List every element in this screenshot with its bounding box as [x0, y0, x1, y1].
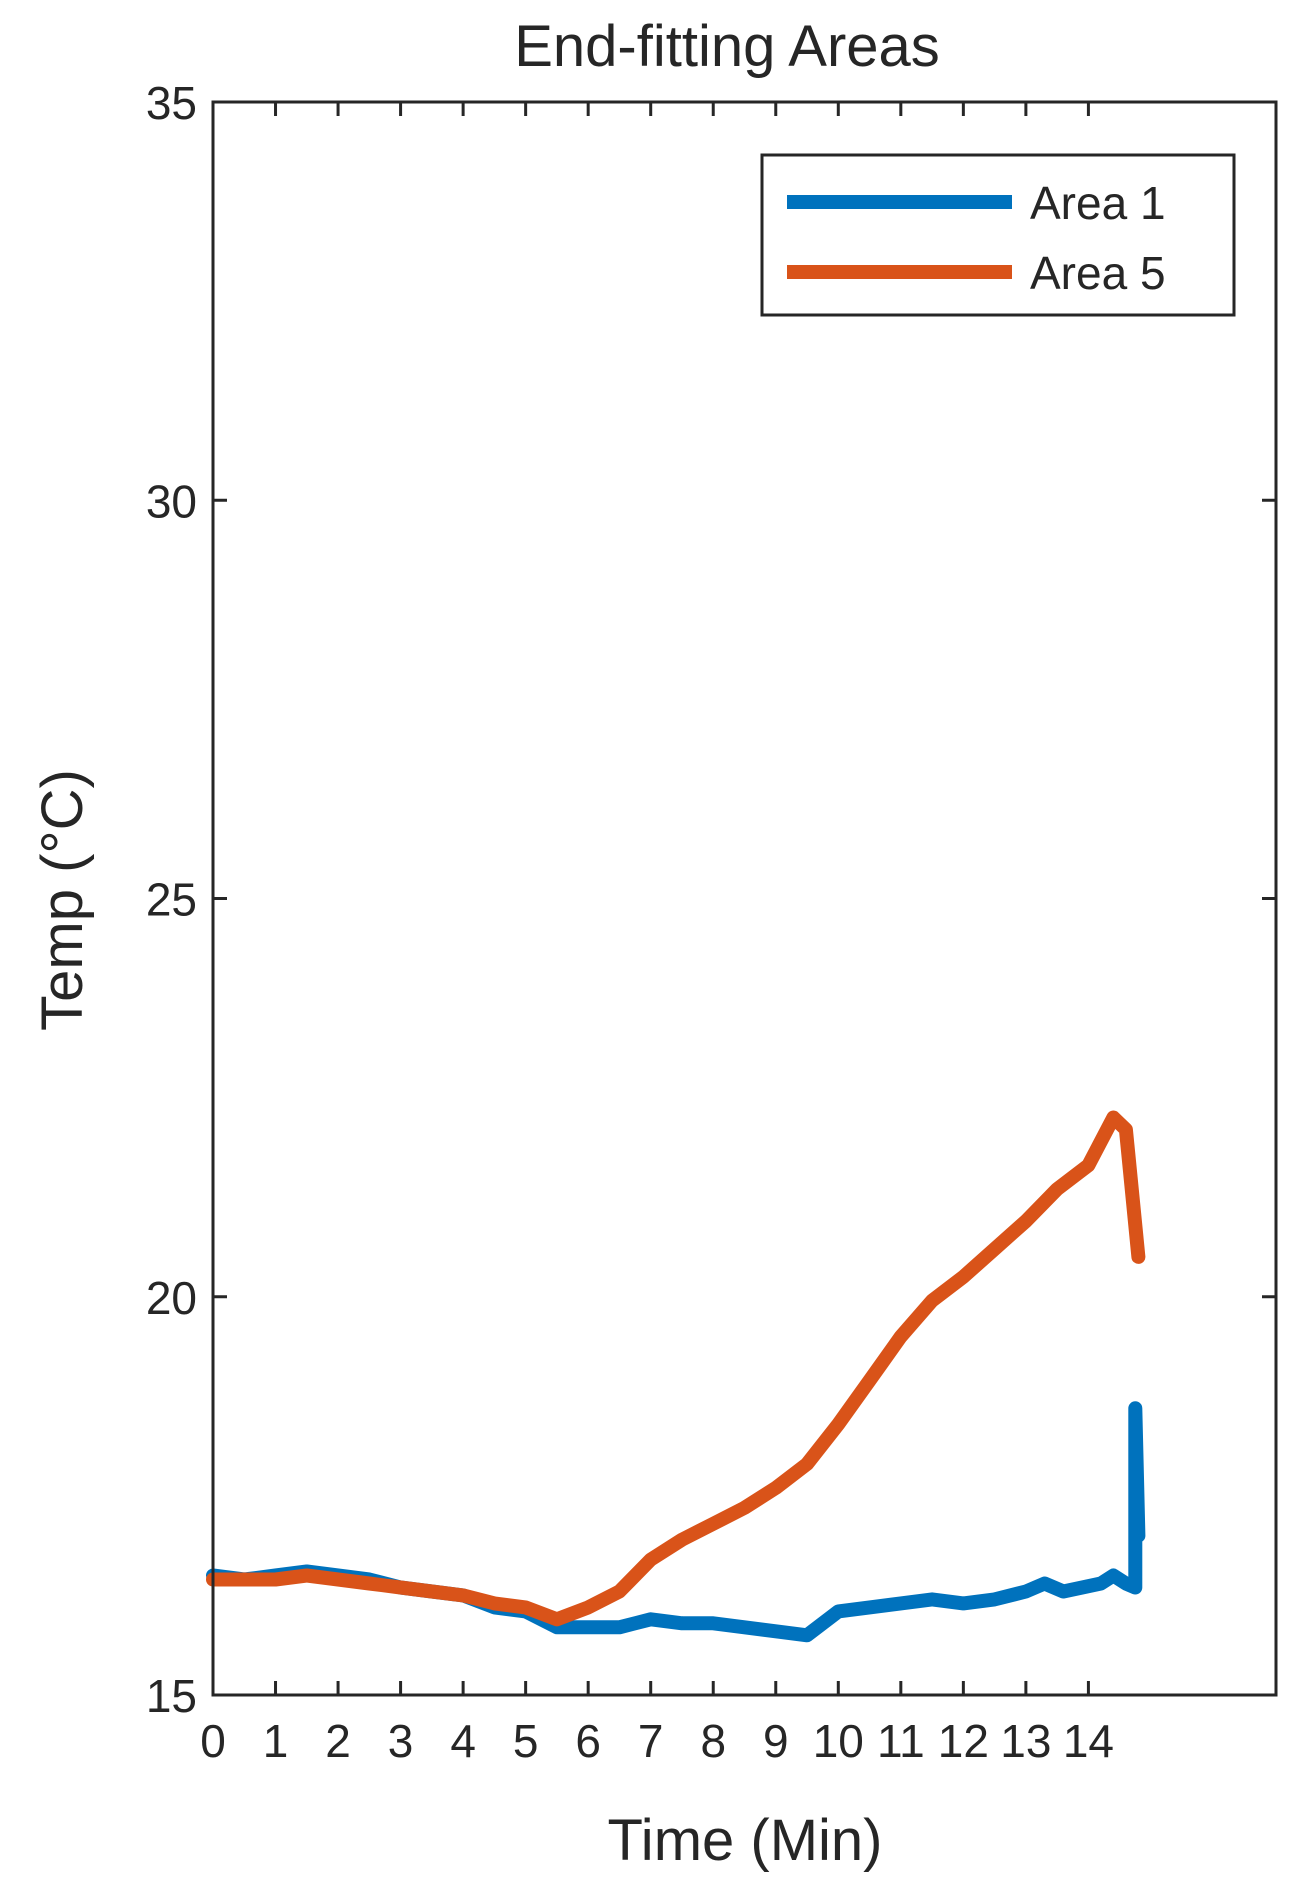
- plot-area-frame: [211, 100, 1278, 1697]
- legend-box: [760, 153, 1236, 317]
- x-tick-label: 1: [263, 1715, 289, 1767]
- x-tick-label: 7: [638, 1715, 664, 1767]
- series-line-area-1: [206, 1401, 1146, 1643]
- x-tick-label: 14: [1063, 1715, 1114, 1767]
- legend: Area 1 Area 5: [760, 153, 1236, 317]
- legend-label-area-5: Area 5: [1030, 247, 1166, 299]
- x-tick-label: 8: [700, 1715, 726, 1767]
- x-axis-label: Time (Min): [608, 1808, 883, 1873]
- series-lines: [206, 1110, 1146, 1643]
- x-tick-label: 2: [325, 1715, 351, 1767]
- y-tick-label: 35: [146, 77, 197, 129]
- x-tick-label: 11: [877, 1715, 925, 1767]
- x-tick-label: 12: [938, 1715, 989, 1767]
- x-tick-label: 0: [200, 1715, 226, 1767]
- series-line-area-5: [206, 1110, 1146, 1627]
- x-tick-label: 9: [763, 1715, 789, 1767]
- y-tick-label: 15: [146, 1670, 197, 1722]
- legend-label-area-1: Area 1: [1030, 177, 1166, 229]
- chart-title: End-fitting Areas: [514, 14, 940, 79]
- x-tick-label: 6: [575, 1715, 601, 1767]
- x-tick-label: 5: [513, 1715, 539, 1767]
- x-tick-label: 4: [450, 1715, 476, 1767]
- y-axis-label: Temp (°C): [30, 769, 95, 1031]
- x-tick-label: 10: [813, 1715, 864, 1767]
- x-tick-label: 3: [388, 1715, 414, 1767]
- y-tick-label: 30: [146, 475, 197, 527]
- y-tick-label: 20: [146, 1272, 197, 1324]
- y-tick-label: 25: [146, 874, 197, 926]
- x-tick-label: 13: [1000, 1715, 1051, 1767]
